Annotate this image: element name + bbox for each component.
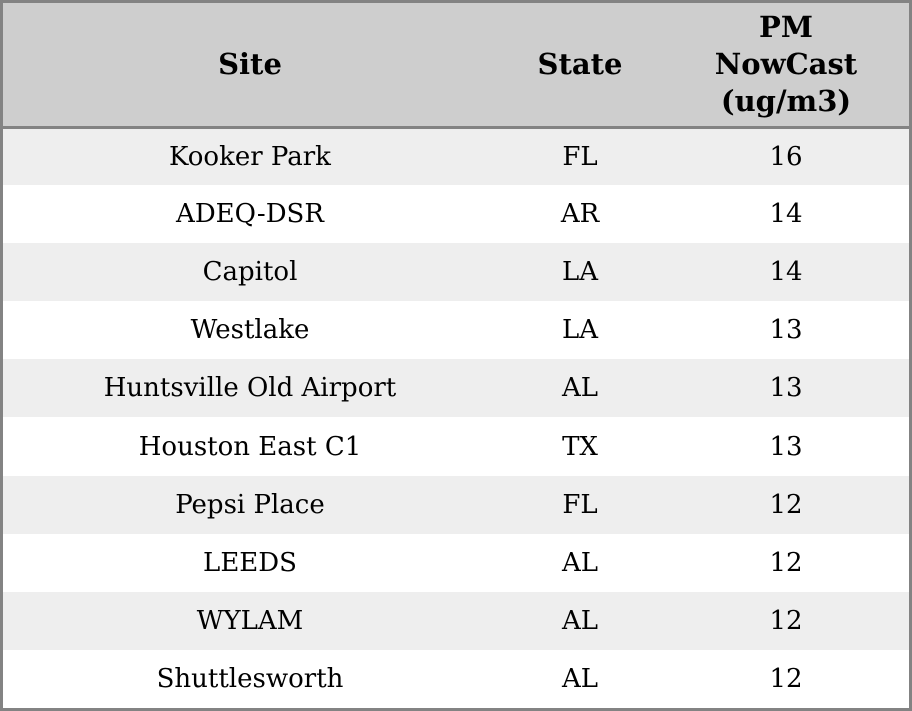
cell-site: Capitol	[202, 257, 298, 288]
col-header-site-label: Site	[218, 46, 282, 81]
table-row: WYLAM AL 12	[3, 591, 909, 650]
table-header: Site State PM NowCast (ug/m3)	[3, 3, 909, 129]
cell-pm: 16	[769, 141, 803, 172]
table-row: Kooker Park FL 16	[3, 127, 909, 186]
cell-state: FL	[562, 489, 598, 520]
col-header-state-label: State	[537, 46, 623, 81]
cell-state: AL	[561, 663, 599, 694]
cell-state: FL	[562, 141, 598, 172]
cell-pm: 14	[769, 199, 803, 230]
table-row: LEEDS AL 12	[3, 533, 909, 592]
table-row: Capitol LA 14	[3, 243, 909, 302]
cell-pm: 12	[769, 663, 803, 694]
table-row: Shuttlesworth AL 12	[3, 649, 909, 708]
cell-state: AL	[561, 547, 599, 578]
col-header-pm-nowcast-label: PM NowCast (ug/m3)	[714, 9, 858, 118]
cell-state: AL	[561, 373, 599, 404]
cell-state: AR	[560, 199, 600, 230]
cell-state: AL	[561, 605, 599, 636]
cell-site: LEEDS	[203, 547, 297, 578]
pm-nowcast-table: Site State PM NowCast (ug/m3) Kooker Par…	[3, 3, 909, 708]
cell-state: LA	[561, 315, 599, 346]
col-header-pm-nowcast: PM NowCast (ug/m3)	[663, 3, 909, 129]
cell-site: Houston East C1	[138, 431, 362, 462]
col-header-state: State	[497, 3, 663, 129]
cell-pm: 13	[769, 373, 803, 404]
cell-state: LA	[561, 257, 599, 288]
cell-pm: 13	[769, 431, 803, 462]
cell-site: Kooker Park	[169, 141, 331, 172]
table-row: Westlake LA 13	[3, 301, 909, 360]
table-row: Pepsi Place FL 12	[3, 475, 909, 534]
col-header-site: Site	[3, 3, 497, 129]
header-row: Site State PM NowCast (ug/m3)	[3, 3, 909, 129]
cell-pm: 14	[769, 257, 803, 288]
cell-state: TX	[562, 431, 598, 462]
cell-site: Huntsville Old Airport	[103, 373, 397, 404]
table-row: ADEQ-DSR AR 14	[3, 185, 909, 244]
table-row: Huntsville Old Airport AL 13	[3, 359, 909, 418]
cell-pm: 12	[769, 605, 803, 636]
table-body: Kooker Park FL 16 ADEQ-DSR AR 14 Capitol…	[3, 127, 909, 708]
cell-site: Shuttlesworth	[156, 663, 344, 694]
cell-site: Pepsi Place	[175, 489, 325, 520]
cell-site: Westlake	[190, 315, 310, 346]
cell-pm: 12	[769, 489, 803, 520]
cell-site: ADEQ-DSR	[176, 199, 324, 230]
cell-pm: 12	[769, 547, 803, 578]
table-row: Houston East C1 TX 13	[3, 417, 909, 476]
cell-pm: 13	[769, 315, 803, 346]
cell-site: WYLAM	[196, 605, 304, 636]
